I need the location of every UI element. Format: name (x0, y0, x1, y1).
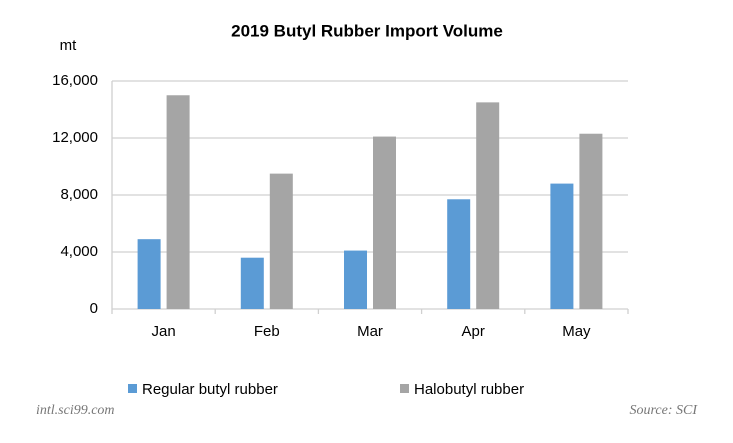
legend-swatch (128, 384, 137, 393)
x-tick-label: Feb (254, 323, 280, 340)
y-tick-label: 12,000 (52, 129, 98, 146)
x-tick-label: Apr (462, 323, 485, 340)
y-axis-label: mt (60, 37, 77, 54)
bar (447, 199, 471, 309)
website: intl.sci99.com (36, 403, 115, 418)
bar (550, 183, 574, 309)
legend-label: Regular butyl rubber (142, 381, 278, 398)
bar (166, 95, 190, 309)
bar (476, 102, 500, 309)
y-tick-label: 8,000 (60, 186, 98, 203)
bar (269, 173, 293, 309)
legend-label: Halobutyl rubber (414, 381, 524, 398)
legend-swatch (400, 384, 409, 393)
x-tick-label: Mar (357, 323, 383, 340)
bar (373, 136, 396, 309)
chart-title: 2019 Butyl Rubber Import Volume (231, 21, 503, 40)
y-tick-label: 0 (90, 300, 98, 317)
x-tick-label: May (562, 323, 591, 340)
y-tick-label: 16,000 (52, 72, 98, 89)
bar (344, 250, 367, 309)
y-tick-label: 4,000 (60, 243, 98, 260)
x-tick-label: Jan (152, 323, 176, 340)
bar (240, 257, 264, 309)
bar (137, 239, 161, 309)
bar (579, 133, 603, 309)
source: Source: SCI (629, 403, 698, 418)
